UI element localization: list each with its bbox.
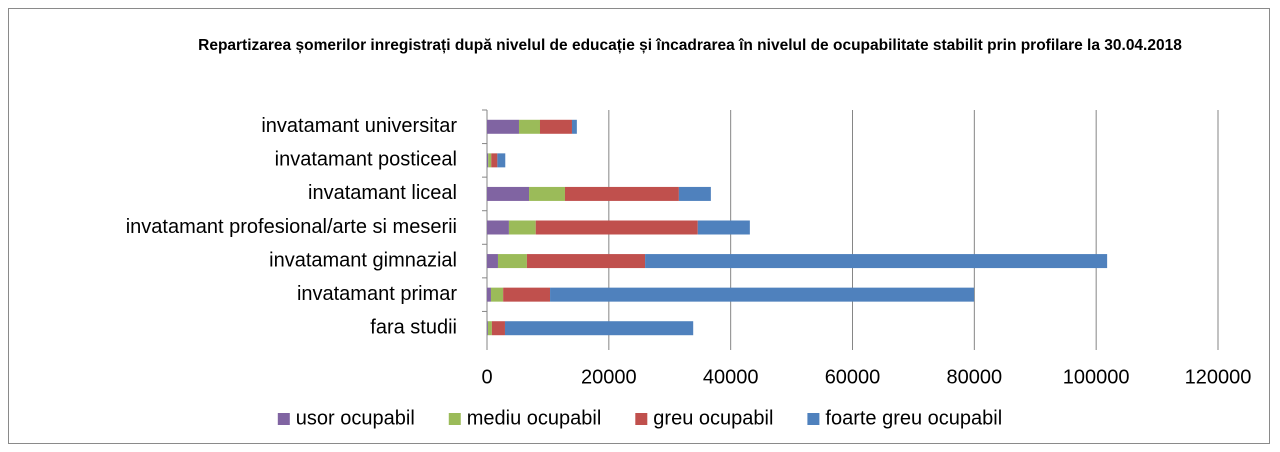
bar-segment [535, 220, 698, 235]
x-tick-label: 60000 [825, 366, 881, 388]
legend-marker [448, 413, 461, 425]
y-tick-label: invatamant liceal [308, 182, 457, 204]
bar-segment [487, 321, 492, 336]
x-tick-label: 100000 [1063, 366, 1130, 388]
y-tick-label: invatamant gimnazial [269, 249, 457, 271]
bar-segment [571, 119, 577, 134]
legend-marker [807, 413, 820, 425]
x-tick-label: 0 [481, 366, 492, 388]
chart-title: Repartizarea șomerilor inregistrați după… [198, 37, 1182, 54]
bar-segment [487, 220, 509, 235]
legend-label: mediu ocupabil [467, 407, 602, 429]
bar-segment [503, 287, 551, 302]
bar-segment [487, 254, 498, 269]
legend-label: usor ocupabil [296, 407, 415, 429]
bar-segment [518, 119, 540, 134]
bar-segment [678, 186, 711, 201]
bar-segment [490, 287, 504, 302]
bar-segment [487, 186, 530, 201]
bar-segment [487, 119, 519, 134]
bar-segment [491, 321, 505, 336]
bar-segment [491, 153, 498, 168]
bar-segment [564, 186, 679, 201]
legend-label: foarte greu ocupabil [825, 407, 1002, 429]
bar-segment [645, 254, 1108, 269]
x-tick-label: 20000 [581, 366, 637, 388]
bar-segment [487, 287, 491, 302]
bar-segment [697, 220, 750, 235]
bar-segment [508, 220, 536, 235]
bar-segment [487, 153, 489, 168]
bar-segment [526, 254, 646, 269]
y-tick-label: invatamant universitar [261, 115, 457, 137]
y-tick-label: fara studii [370, 316, 457, 338]
bar-segment [529, 186, 565, 201]
x-tick-label: 40000 [703, 366, 759, 388]
legend-label: greu ocupabil [653, 407, 773, 429]
x-tick-label: 80000 [947, 366, 1003, 388]
bar-segment [488, 153, 492, 168]
legend-marker [277, 413, 290, 425]
bar-segment [504, 321, 694, 336]
legend-marker [635, 413, 648, 425]
x-tick-label: 120000 [1185, 366, 1252, 388]
chart-frame [8, 8, 1270, 444]
bar-segment [497, 153, 506, 168]
y-tick-label: invatamant primar [297, 283, 457, 305]
y-tick-label: invatamant posticeal [275, 149, 457, 171]
bar-segment [497, 254, 527, 269]
bar-segment [550, 287, 975, 302]
y-tick-label: invatamant profesional/arte si meserii [126, 216, 457, 238]
bar-segment [487, 321, 488, 336]
bar-segment [539, 119, 572, 134]
